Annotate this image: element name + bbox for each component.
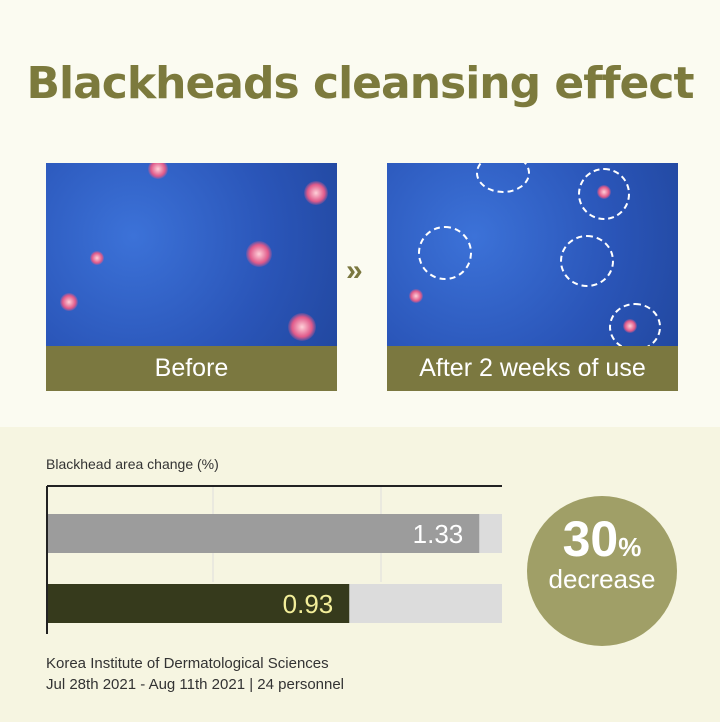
badge-value: 30%: [562, 511, 642, 567]
bar-value-label: 1.33: [413, 519, 464, 549]
bar-value-label: 0.93: [283, 589, 334, 619]
after-image: [387, 163, 678, 351]
before-photo: Before: [46, 163, 337, 391]
bar: [47, 514, 480, 553]
page-title: Blackheads cleansing effect: [26, 58, 694, 109]
double-chevron-right-icon: »: [346, 254, 363, 287]
decrease-badge: 30% decrease: [527, 496, 677, 646]
source-institute: Korea Institute of Dermatological Scienc…: [46, 655, 329, 672]
before-image: [46, 163, 337, 346]
bar: [47, 584, 350, 623]
badge-text: decrease: [548, 564, 656, 594]
after-photo: After 2 weeks of use: [387, 163, 678, 391]
before-caption: Before: [46, 346, 337, 391]
header-section: Blackheads cleansing effect Before » Aft…: [0, 0, 720, 427]
after-caption: After 2 weeks of use: [387, 346, 678, 391]
source-dates: Jul 28th 2021 - Aug 11th 2021 | 24 perso…: [46, 676, 345, 693]
chart-axis-label: Blackhead area change (%): [46, 456, 219, 472]
